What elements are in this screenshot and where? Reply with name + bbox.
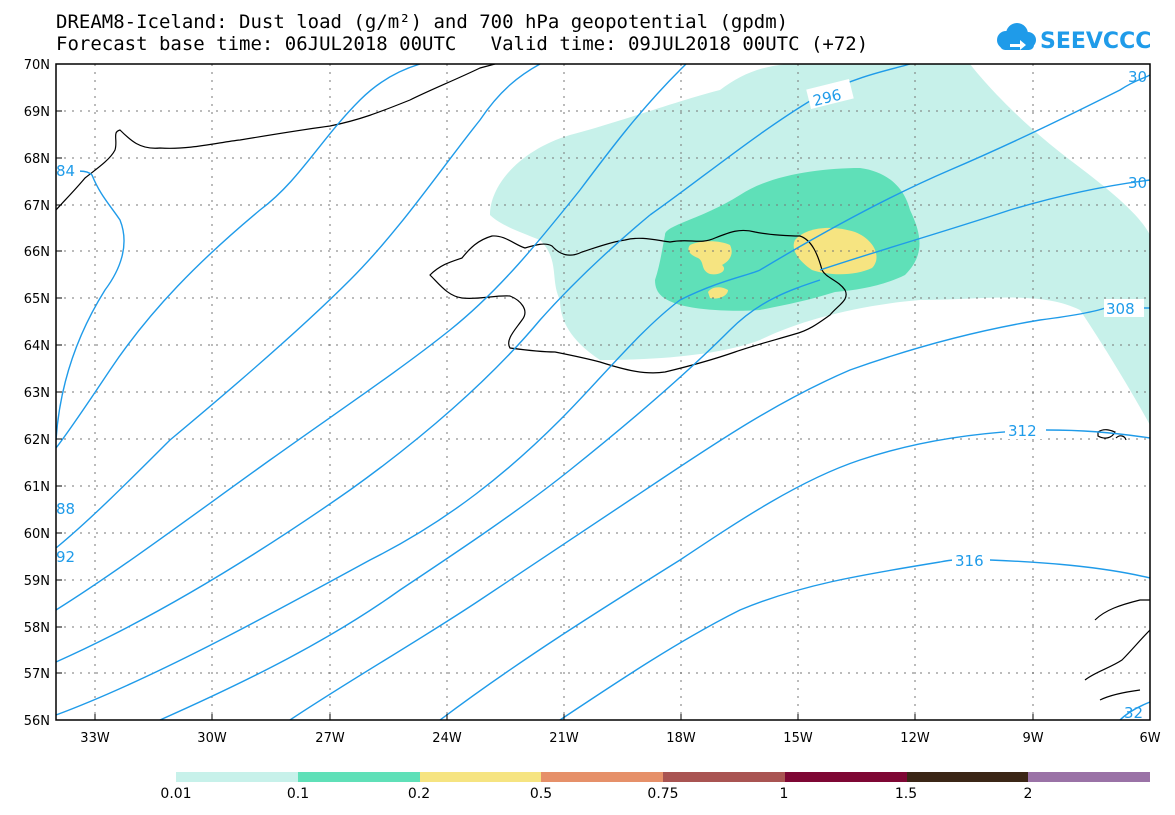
lat-label: 70N [24, 58, 50, 73]
contour-lat-2 [56, 214, 651, 663]
contour-label-316: 316 [955, 552, 984, 570]
lat-label: 56N [24, 714, 50, 729]
colorbar-segment [784, 772, 907, 782]
map-subtitle: Forecast base time: 06JUL2018 00UTC Vali… [56, 33, 869, 55]
greenland-coast [56, 64, 496, 211]
colorbar-label: 1 [779, 786, 789, 802]
latitude-labels: 70N 69N 68N 67N 66N 65N 64N 63N 62N 61N … [24, 58, 50, 729]
contour-300 [759, 74, 1150, 271]
colorbar-segment [663, 772, 785, 782]
dust-load-map: 296 30 30 308 312 316 84 88 92 32 70N 69… [24, 58, 1161, 746]
contour-label-320: 32 [1124, 704, 1143, 722]
lon-label: 27W [315, 731, 345, 746]
lat-label: 57N [24, 667, 50, 682]
lat-label: 60N [24, 527, 50, 542]
colorbar-label: 0.1 [286, 786, 310, 802]
contour-label-284: 84 [56, 162, 75, 180]
contour-lat-4 [159, 279, 821, 720]
colorbar-segment [541, 772, 663, 782]
lon-label: 9W [1022, 731, 1043, 746]
lat-label: 69N [24, 105, 50, 120]
colorbar [176, 772, 1150, 782]
dust-area-high-south [708, 287, 728, 299]
colorbar-segment [1028, 772, 1150, 782]
lon-label: 30W [197, 731, 227, 746]
faroe-islands-coast [1097, 429, 1127, 441]
contour-label-304: 30 [1128, 174, 1147, 192]
map-title: DREAM8-Iceland: Dust load (g/m²) and 700… [56, 11, 789, 33]
lat-label: 66N [24, 245, 50, 260]
lat-label: 58N [24, 621, 50, 636]
lon-label: 18W [666, 731, 696, 746]
contour-304 [819, 179, 1150, 271]
lon-label: 21W [549, 731, 579, 746]
contour-316-tail [989, 559, 1150, 579]
contour-lat-7 [559, 559, 956, 720]
lat-label: 63N [24, 386, 50, 401]
lon-label: 6W [1139, 731, 1160, 746]
contour-312-tail [1045, 429, 1150, 439]
lat-label: 65N [24, 292, 50, 307]
contour-lat-3 [56, 269, 761, 716]
lat-label: 61N [24, 480, 50, 495]
dust-area-medium [655, 168, 920, 311]
colorbar-segment [176, 772, 298, 782]
contour-label-300: 30 [1128, 68, 1147, 86]
colorbar-segment [419, 772, 542, 782]
colorbar-label: 0.75 [647, 786, 679, 802]
colorbar-label: 1.5 [894, 786, 918, 802]
colorbar-label: 0.01 [160, 786, 192, 802]
contour-lat-5 [289, 307, 1106, 720]
dust-area-high-east [793, 227, 877, 275]
colorbar-segment [297, 772, 420, 782]
lon-label: 15W [783, 731, 813, 746]
contour-label-312: 312 [1008, 422, 1037, 440]
colorbar-segment [906, 772, 1029, 782]
dust-area-high-west [688, 241, 732, 275]
logo-text: SEEVCCC [1040, 29, 1150, 54]
contour-lat-1 [56, 64, 687, 611]
contour-292 [56, 64, 541, 549]
contour-label-308: 308 [1106, 300, 1135, 318]
coastlines [56, 64, 1150, 701]
contour-label-292: 92 [56, 548, 75, 566]
longitude-labels: 33W 30W 27W 24W 21W 18W 15W 12W 9W 6W [80, 731, 1160, 746]
lat-label: 62N [24, 433, 50, 448]
contour-284 [56, 170, 125, 441]
iceland-coast [429, 229, 847, 374]
contour-320 [1119, 701, 1150, 720]
lat-label: 64N [24, 339, 50, 354]
lon-label: 12W [900, 731, 930, 746]
lat-label: 67N [24, 199, 50, 214]
axis-ticks [56, 63, 1151, 721]
seevccc-logo: SEEVCCC [997, 23, 1150, 54]
lon-label: 33W [80, 731, 110, 746]
colorbar-label: 0.5 [529, 786, 553, 802]
lon-label: 24W [432, 731, 462, 746]
contour-296 [649, 64, 911, 216]
contour-lat-6 [439, 429, 1041, 720]
colorbar-label: 2 [1023, 786, 1033, 802]
contour-label-288: 88 [56, 500, 75, 518]
contour-labels: 296 30 30 308 312 316 84 88 92 32 [56, 68, 1147, 722]
lat-label: 59N [24, 574, 50, 589]
contour-288 [56, 64, 421, 449]
colorbar-label: 0.2 [407, 786, 431, 802]
lat-label: 68N [24, 152, 50, 167]
scotland-coast [1084, 599, 1150, 701]
cloud-icon [997, 23, 1036, 50]
geopotential-contours [56, 64, 1150, 720]
